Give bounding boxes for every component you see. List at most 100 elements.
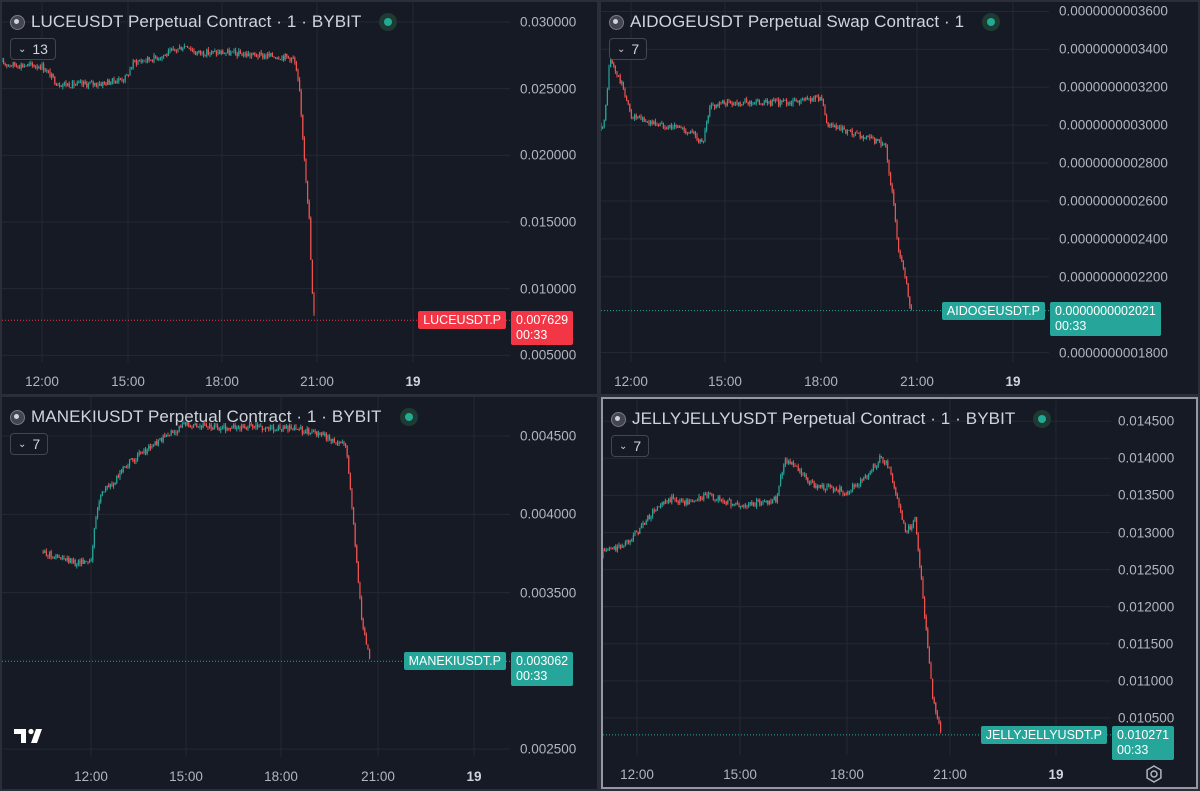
candle-body [610, 547, 612, 549]
candle-body [263, 429, 265, 431]
candle-body [191, 50, 193, 51]
candle-body [121, 79, 123, 81]
candle-body [295, 426, 297, 430]
candle-body [296, 429, 299, 430]
candle-body [303, 137, 305, 159]
candle-body [86, 83, 88, 88]
symbol-price-tag[interactable]: AIDOGEUSDT.P [941, 301, 1045, 320]
candle-body [906, 276, 908, 284]
indicators-toggle-button[interactable]: ⌄ 7 [609, 38, 648, 60]
candle-body [218, 428, 220, 431]
candle-body [336, 442, 339, 444]
candle-body [758, 100, 760, 105]
chart-panel-luceusdt[interactable]: LUCEUSDT Perpetual Contract · 1 · BYBIT … [2, 2, 597, 394]
candle-body [303, 432, 305, 434]
candle-body [632, 117, 634, 119]
chart-title[interactable]: JELLYJELLYUSDT Perpetual Contract · 1 · … [632, 409, 1016, 428]
status-dot-icon[interactable] [1033, 410, 1052, 428]
candle-body [781, 472, 783, 477]
candle-body [287, 56, 289, 58]
candle-body [748, 503, 750, 507]
chart-title[interactable]: MANEKIUSDT Perpetual Contract · 1 · BYBI… [31, 407, 382, 426]
y-axis-label: 0.003500 [520, 585, 577, 601]
chart-panel-aidogeusdt[interactable]: AIDOGEUSDT Perpetual Swap Contract · 1 ⌄… [601, 2, 1198, 394]
price-plot[interactable] [2, 397, 597, 789]
candle-body [228, 428, 230, 429]
tradingview-logo[interactable] [14, 726, 48, 746]
candle-body [159, 58, 161, 60]
candle-body [831, 486, 833, 488]
candle-body [631, 539, 633, 542]
candle-body [184, 422, 187, 425]
candle-body [56, 554, 59, 558]
status-dot-icon[interactable] [399, 408, 418, 426]
candle-body [602, 126, 604, 129]
candle-body [742, 103, 744, 105]
indicators-toggle-button[interactable]: ⌄ 7 [611, 435, 650, 457]
candle-body [312, 431, 315, 433]
symbol-price-tag[interactable]: JELLYJELLYUSDT.P [980, 725, 1107, 744]
status-dot-icon[interactable] [982, 13, 1001, 31]
candle-body [68, 83, 70, 88]
symbol-price-tag[interactable]: MANEKIUSDT.P [403, 652, 506, 671]
candle-body [812, 481, 814, 483]
chart-title[interactable]: LUCEUSDT Perpetual Contract · 1 · BYBIT [31, 12, 362, 31]
x-axis-label: 15:00 [723, 767, 757, 782]
candle-body [165, 435, 167, 437]
chart-title[interactable]: AIDOGEUSDT Perpetual Swap Contract · 1 [630, 12, 965, 31]
candle-body [137, 60, 139, 65]
candle-body [832, 487, 834, 492]
candle-body [780, 476, 782, 486]
y-axis-label: 0.0000000003000 [1059, 117, 1168, 133]
candle-body [821, 485, 823, 488]
price-plot[interactable] [2, 2, 597, 394]
indicators-toggle-button[interactable]: ⌄ 7 [10, 433, 49, 455]
candle-body [781, 100, 783, 103]
candle-body [178, 426, 180, 432]
candle-body [877, 138, 879, 141]
candle-body [675, 125, 677, 127]
candle-body [300, 427, 302, 430]
candle-body [788, 461, 790, 464]
candle-body [797, 466, 799, 471]
candle-body [203, 51, 205, 56]
candle-body [251, 54, 253, 57]
indicators-toggle-button[interactable]: ⌄ 13 [10, 38, 56, 60]
candle-body [140, 452, 142, 454]
candle-body [260, 52, 262, 54]
candle-body [100, 494, 102, 503]
candle-body [222, 51, 224, 54]
candle-body [118, 78, 120, 82]
candle-body [794, 99, 796, 101]
gear-icon[interactable] [1145, 765, 1163, 783]
symbol-price-tag[interactable]: LUCEUSDT.P [418, 311, 506, 330]
candle-body [824, 489, 826, 491]
candle-body [863, 477, 865, 481]
candle-body [307, 180, 309, 202]
candle-body [91, 81, 93, 83]
chart-panel-manekiusdt[interactable]: MANEKIUSDT Perpetual Contract · 1 · BYBI… [2, 397, 597, 789]
candle-body [858, 132, 860, 134]
candle-body [858, 484, 860, 486]
candle-body [819, 97, 821, 101]
candle-body [878, 139, 880, 141]
candle-body [811, 98, 813, 102]
candle-body [936, 712, 938, 718]
chart-panel-jellyjellyusdt[interactable]: JELLYJELLYUSDT Perpetual Contract · 1 · … [601, 397, 1198, 789]
candle-body [690, 501, 692, 503]
candle-body [107, 80, 109, 86]
candle-body [664, 127, 666, 129]
candle-body [163, 55, 165, 57]
status-dot-icon[interactable] [379, 13, 398, 31]
candle-body [330, 439, 332, 442]
candle-body [367, 644, 369, 650]
candle-body [838, 127, 840, 129]
candle-body [141, 452, 143, 454]
candle-body [843, 127, 845, 130]
price-plot[interactable] [603, 399, 1196, 787]
candle-body [624, 541, 626, 546]
chevron-down-icon: ⌄ [18, 43, 27, 55]
candle-body [93, 528, 95, 547]
candle-body [79, 81, 81, 83]
x-axis-label: 21:00 [300, 374, 334, 389]
